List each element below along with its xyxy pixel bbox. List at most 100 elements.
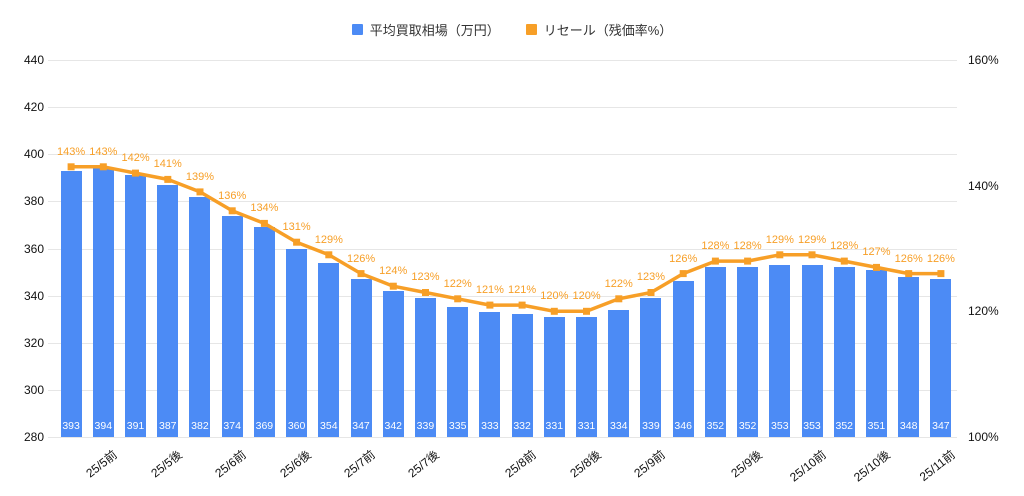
gridline	[48, 60, 957, 61]
bar[interactable]	[865, 269, 887, 437]
bar[interactable]	[414, 297, 436, 437]
resale-marker[interactable]	[550, 307, 558, 315]
bar[interactable]	[157, 184, 179, 437]
resale-value-label: 120%	[572, 290, 601, 303]
resale-value-label: 123%	[411, 271, 440, 284]
bar[interactable]	[479, 312, 501, 437]
resale-value-label: 142%	[121, 152, 150, 165]
bar-value-label: 331	[545, 420, 564, 432]
bar[interactable]	[253, 227, 275, 437]
y-axis-left-tick-label: 320	[23, 335, 44, 350]
x-axis-tick-label: 25/8前	[502, 447, 539, 481]
bar-value-label: 352	[835, 420, 854, 432]
resale-marker[interactable]	[840, 257, 848, 265]
x-axis-tick-label: 25/10後	[851, 447, 894, 485]
bar[interactable]	[447, 307, 469, 437]
bar-value-label: 332	[513, 420, 531, 432]
resale-marker[interactable]	[776, 251, 784, 259]
resale-value-label: 122%	[604, 277, 633, 290]
resale-value-label: 127%	[862, 246, 891, 259]
y-axis-left-tick-label: 340	[23, 288, 44, 303]
resale-marker[interactable]	[293, 238, 301, 246]
resale-marker[interactable]	[389, 282, 397, 290]
gridline	[48, 342, 957, 344]
bar[interactable]	[543, 316, 565, 437]
bar[interactable]	[801, 264, 823, 437]
bar[interactable]	[286, 248, 308, 437]
x-axis-tick-label: 25/6前	[212, 447, 250, 481]
legend-item-average-price: 平均買取相場（万円）	[351, 20, 500, 39]
y-axis-left-tick-label: 440	[23, 53, 44, 67]
resale-value-label: 123%	[636, 271, 666, 284]
resale-marker[interactable]	[744, 257, 752, 265]
resale-value-label: 141%	[153, 158, 182, 171]
y-axis-left-tick-label: 380	[23, 194, 44, 209]
resale-value-label: 121%	[508, 284, 537, 297]
bar[interactable]	[576, 316, 598, 437]
resale-value-label: 126%	[926, 252, 955, 265]
resale-marker[interactable]	[518, 301, 526, 309]
bar[interactable]	[704, 267, 726, 437]
y-axis-right-tick-label: 160%	[968, 53, 999, 67]
resale-marker[interactable]	[711, 257, 719, 265]
bar[interactable]	[898, 276, 920, 437]
resale-marker[interactable]	[164, 175, 172, 183]
resale-value-label: 129%	[765, 233, 794, 246]
gridline	[48, 437, 957, 438]
resale-marker[interactable]	[260, 219, 268, 227]
resale-value-label: 122%	[443, 277, 472, 290]
resale-marker[interactable]	[357, 270, 365, 278]
bar-value-label: 351	[867, 420, 886, 432]
gridline	[48, 154, 957, 156]
bar[interactable]	[125, 175, 147, 437]
bar[interactable]	[318, 262, 340, 437]
bar[interactable]	[60, 170, 82, 437]
resale-marker[interactable]	[196, 188, 204, 196]
legend-label-resale-rate: リセール（残価率%）	[543, 23, 673, 38]
resale-value-label: 143%	[89, 145, 118, 158]
legend-swatch-bar-series	[351, 24, 363, 35]
resale-value-label: 128%	[701, 240, 730, 253]
bar[interactable]	[640, 297, 662, 437]
bar[interactable]	[511, 314, 533, 437]
resale-marker[interactable]	[679, 270, 687, 278]
bar-value-label: 342	[384, 420, 403, 432]
resale-value-label: 120%	[540, 290, 569, 303]
resale-value-label: 134%	[250, 202, 279, 215]
bar[interactable]	[930, 279, 952, 437]
resale-marker[interactable]	[583, 307, 590, 315]
resale-marker[interactable]	[228, 207, 236, 215]
resale-value-label: 128%	[830, 240, 859, 253]
resale-marker[interactable]	[937, 270, 945, 278]
x-axis-tick-label: 25/6後	[276, 447, 314, 481]
bar-value-label: 360	[287, 420, 306, 432]
resale-marker[interactable]	[67, 163, 75, 171]
bar[interactable]	[672, 281, 694, 437]
resale-value-label: 126%	[669, 252, 698, 265]
bar[interactable]	[92, 168, 114, 437]
bar[interactable]	[350, 279, 372, 437]
resale-marker[interactable]	[808, 251, 816, 259]
bar[interactable]	[382, 290, 404, 437]
bar[interactable]	[769, 264, 791, 437]
bar-value-label: 346	[674, 420, 692, 432]
bar[interactable]	[833, 267, 855, 437]
bar-value-label: 353	[803, 420, 821, 432]
bar[interactable]	[737, 267, 759, 437]
chart-legend: 平均買取相場（万円） リセール（残価率%）	[0, 20, 1024, 39]
bar[interactable]	[608, 309, 630, 437]
bar[interactable]	[221, 215, 243, 437]
bar-value-label: 347	[352, 420, 370, 432]
bar[interactable]	[189, 196, 211, 437]
x-axis-tick-label: 25/5後	[148, 447, 185, 481]
bar-value-label: 331	[577, 420, 596, 432]
gridline	[48, 248, 957, 250]
legend-label-average-price: 平均買取相場（万円）	[369, 23, 500, 38]
bar-value-label: 354	[320, 420, 338, 432]
bar-value-label: 334	[609, 420, 628, 432]
resale-marker[interactable]	[325, 251, 333, 259]
x-axis-tick-label: 25/5前	[83, 447, 121, 481]
bar-value-label: 339	[416, 420, 435, 432]
resale-marker[interactable]	[486, 301, 494, 309]
